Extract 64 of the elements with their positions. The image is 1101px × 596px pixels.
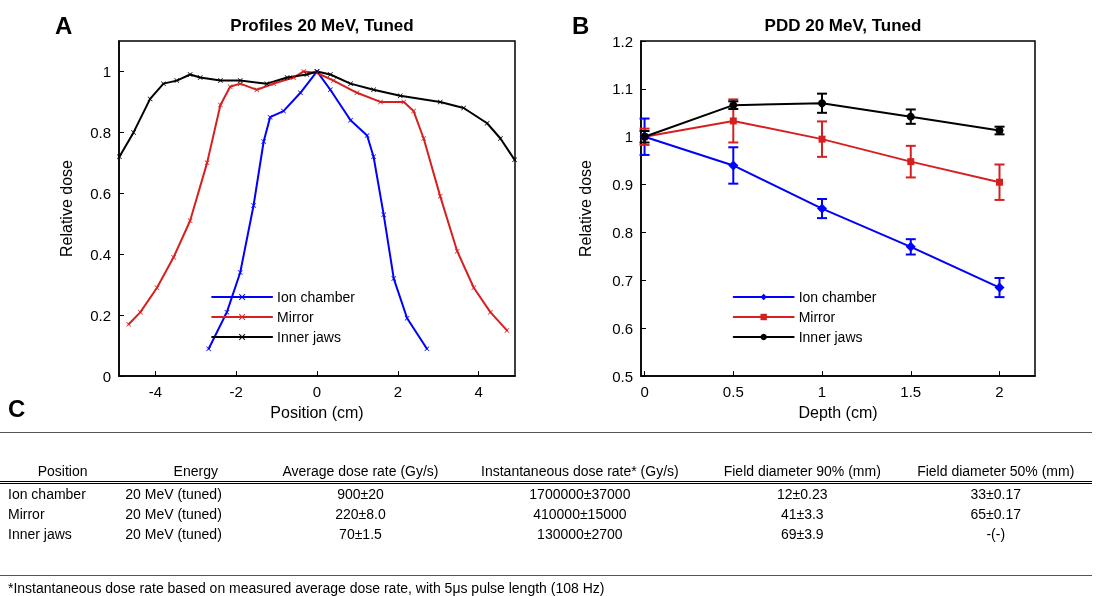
legend-label: Mirror bbox=[798, 309, 836, 325]
y-tick-label: 0.8 bbox=[612, 223, 633, 241]
text: 410000±15000 bbox=[532, 505, 628, 524]
x-axis-title: Position (cm) bbox=[270, 403, 364, 421]
x-tick-label: 0 bbox=[312, 383, 322, 401]
text: Instantaneous dose rate* (Gy/s) bbox=[454, 461, 706, 483]
text: C bbox=[8, 395, 26, 423]
x-tick-label: -4 bbox=[148, 383, 163, 401]
text: 20 MeV (tuned) bbox=[125, 485, 223, 504]
text: B bbox=[572, 12, 590, 40]
x-tick-label: 4 bbox=[474, 383, 483, 401]
y-tick-label: 1.1 bbox=[612, 80, 633, 98]
y-tick-label: 0.2 bbox=[90, 306, 111, 324]
x-tick-label: 2 bbox=[995, 383, 1004, 401]
text: Average dose rate (Gy/s) bbox=[266, 461, 455, 483]
x-tick-label: 0 bbox=[640, 383, 649, 401]
x-tick-label: 1 bbox=[817, 383, 827, 401]
y-tick-label: 0.5 bbox=[612, 367, 633, 385]
chart-title: PDD 20 MeV, Tuned bbox=[764, 16, 922, 35]
text: Inner jaws bbox=[7, 525, 73, 544]
x-tick-label: 1.5 bbox=[900, 383, 922, 401]
y-tick-label: 0.8 bbox=[90, 123, 111, 141]
y-axis-title: Relative dose bbox=[576, 159, 594, 258]
x-tick-label: -2 bbox=[229, 383, 243, 401]
text: Mirror bbox=[7, 505, 46, 524]
legend-label: Ion chamber bbox=[277, 289, 356, 305]
text: 33±0.17 bbox=[969, 485, 1022, 504]
y-tick-label: 0 bbox=[102, 367, 111, 385]
y-tick-label: 0.6 bbox=[612, 319, 633, 337]
text: Position bbox=[0, 461, 126, 483]
chart-title: Profiles 20 MeV, Tuned bbox=[230, 16, 414, 35]
text: 69±3.9 bbox=[779, 525, 825, 544]
text: 220±8.0 bbox=[334, 505, 387, 524]
text: Field diameter 50% (mm) bbox=[899, 461, 1092, 483]
x-tick-label: 2 bbox=[393, 383, 402, 401]
legend-label: Inner jaws bbox=[798, 329, 863, 345]
text: 12±0.23 bbox=[776, 485, 829, 504]
text: 130000±2700 bbox=[536, 525, 624, 544]
y-tick-label: 0.6 bbox=[90, 184, 111, 202]
text: -(-) bbox=[985, 525, 1007, 544]
text: Field diameter 90% (mm) bbox=[705, 461, 900, 483]
y-tick-label: 0.9 bbox=[612, 176, 633, 194]
text: 1700000±37000 bbox=[528, 485, 632, 504]
legend-label: Mirror bbox=[277, 309, 314, 325]
text: Energy bbox=[125, 461, 267, 483]
y-tick-label: 1 bbox=[624, 128, 633, 146]
legend-label: Ion chamber bbox=[798, 289, 877, 305]
text: *Instantaneous dose rate based on measured average dose rate, with 5μs pulse length (108 Hz) bbox=[8, 580, 605, 596]
legend-label: Inner jaws bbox=[277, 329, 341, 345]
x-tick-label: 0.5 bbox=[722, 383, 744, 401]
y-axis-title: Relative dose bbox=[57, 159, 75, 258]
y-tick-label: 1 bbox=[102, 62, 111, 80]
y-tick-label: 0.7 bbox=[612, 271, 633, 289]
text: Ion chamber bbox=[7, 485, 87, 504]
x-axis-title: Depth (cm) bbox=[798, 403, 878, 421]
text: 70±1.5 bbox=[338, 525, 383, 544]
y-tick-label: 1.2 bbox=[612, 32, 633, 50]
text: 900±20 bbox=[336, 485, 385, 504]
text: 65±0.17 bbox=[969, 505, 1022, 524]
text: 20 MeV (tuned) bbox=[125, 525, 223, 544]
text: 41±3.3 bbox=[779, 505, 825, 524]
y-tick-label: 0.4 bbox=[90, 245, 111, 263]
text: A bbox=[55, 12, 73, 40]
text: 20 MeV (tuned) bbox=[125, 505, 223, 524]
